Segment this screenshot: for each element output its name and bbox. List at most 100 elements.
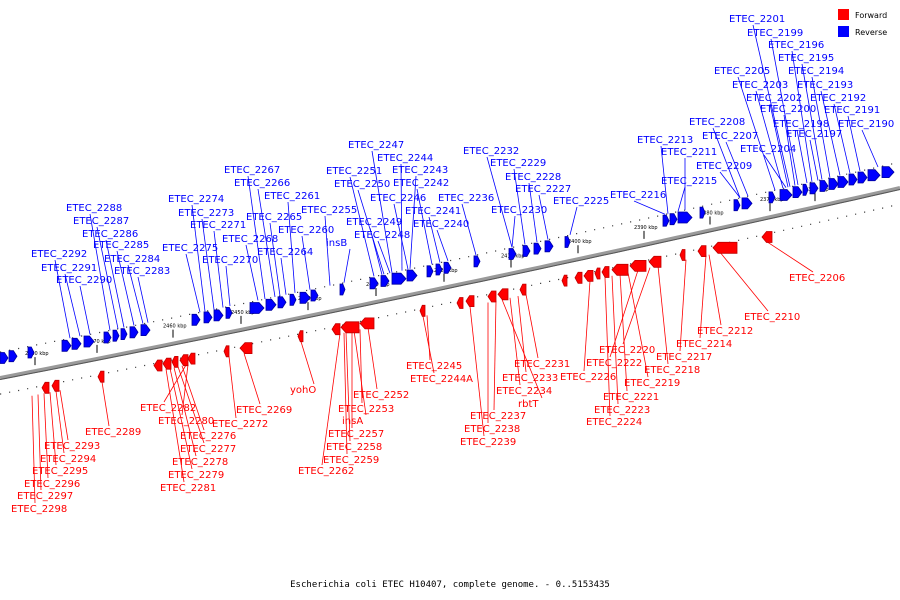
scale-tick: 2400 kbp <box>568 239 592 254</box>
backbone-line <box>0 186 900 380</box>
forward-gene-label: ETEC_2258 <box>326 442 382 453</box>
forward-gene-arrow <box>712 241 738 254</box>
forward-gene-arrow <box>153 359 163 372</box>
reverse-leader-line <box>755 90 784 189</box>
forward-leader-line <box>604 277 611 417</box>
reverse-leader-line <box>369 227 383 275</box>
reverse-gene-arrow <box>112 329 120 342</box>
reverse-gene-label: ETEC_2199 <box>747 28 803 39</box>
reverse-leader-line <box>769 103 789 188</box>
forward-leader-line <box>583 280 591 372</box>
reverse-gene-label: ETEC_2201 <box>729 14 785 25</box>
forward-gene-arrow <box>162 357 172 370</box>
forward-leader-line <box>469 306 485 437</box>
forward-leader-line <box>493 300 497 411</box>
forward-gene-label: ETEC_2245 <box>406 361 462 372</box>
reverse-leader-line <box>343 248 351 283</box>
reverse-gene-arrow <box>741 197 753 210</box>
forward-gene-label: ETEC_2295 <box>32 466 88 477</box>
reverse-gene-arrow <box>61 339 72 352</box>
forward-leader-line <box>59 390 69 441</box>
reverse-leader-line <box>847 115 861 172</box>
reverse-leader-line <box>791 50 813 182</box>
reverse-gene-label: ETEC_2287 <box>73 216 129 227</box>
reverse-gene-arrow <box>733 199 741 212</box>
backbone-shadow <box>0 189 900 380</box>
forward-gene-label: ETEC_2224 <box>586 417 642 428</box>
forward-gene-arrow <box>594 267 601 280</box>
forward-gene-label: ETEC_2226 <box>560 372 616 383</box>
reverse-gene-arrow <box>140 324 151 337</box>
reverse-gene-arrow <box>544 240 554 253</box>
reverse-gene-label: ETEC_2249 <box>346 217 402 228</box>
forward-gene-label: insA <box>342 416 363 427</box>
forward-gene-arrow <box>561 274 568 287</box>
forward-leader-line <box>501 299 543 399</box>
reverse-leader-line <box>201 218 215 310</box>
reverse-gene-arrow <box>564 236 571 248</box>
reverse-gene-label: ETEC_2227 <box>515 184 571 195</box>
forward-leader-line <box>367 327 378 390</box>
reverse-gene-arrow <box>768 191 776 204</box>
forward-gene-label: ETEC_2217 <box>656 352 712 363</box>
reverse-gene-arrow <box>677 211 693 224</box>
forward-gene-arrow <box>648 255 662 268</box>
reverse-gene-arrow <box>819 180 829 192</box>
reverse-gene-arrow <box>699 206 706 219</box>
forward-gene-label: ETEC_2252 <box>353 390 409 401</box>
reverse-leader-line <box>105 239 125 328</box>
reverse-gene-arrow <box>391 272 407 285</box>
reverse-leader-line <box>137 276 149 323</box>
reverse-gene-arrow <box>120 328 128 341</box>
reverse-gene-label: ETEC_2213 <box>637 135 693 146</box>
reverse-leader-line <box>809 139 819 181</box>
forward-gene-arrow <box>697 245 707 258</box>
reverse-gene-label: ETEC_2196 <box>768 40 824 51</box>
reverse-gene-label: ETEC_2197 <box>786 129 842 140</box>
forward-leader-line <box>609 270 639 358</box>
forward-gene-arrow <box>519 283 527 296</box>
forward-gene-label: ETEC_2298 <box>11 504 67 515</box>
reverse-leader-line <box>719 171 741 199</box>
scale-tick-label: 2460 kbp <box>163 324 187 330</box>
reverse-gene-label: ETEC_2193 <box>797 80 853 91</box>
reverse-leader-line <box>633 200 666 215</box>
forward-gene-arrow <box>456 297 464 309</box>
reverse-leader-line <box>191 204 206 312</box>
forward-gene-label: ETEC_2281 <box>160 483 216 494</box>
forward-leader-line <box>525 294 539 359</box>
reverse-gene-label: ETEC_2225 <box>553 196 609 207</box>
forward-gene-arrow <box>679 249 686 261</box>
forward-leader-line <box>719 251 769 312</box>
legend: Forward Reverse <box>838 9 887 37</box>
forward-gene-label: ETEC_2269 <box>236 405 292 416</box>
forward-gene-arrow <box>465 295 475 308</box>
scale-tick: 2450 kbp <box>231 310 255 324</box>
forward-leader-line <box>422 316 435 374</box>
reverse-gene-label: ETEC_2273 <box>178 208 234 219</box>
reverse-gene-label: ETEC_2236 <box>438 193 494 204</box>
reverse-gene-label: ETEC_2244 <box>377 153 433 164</box>
reverse-gene-arrow <box>129 326 139 339</box>
reverse-gene-arrow <box>103 331 112 344</box>
forward-gene-label: ETEC_2212 <box>697 326 753 337</box>
forward-gene-arrow <box>331 323 341 336</box>
reverse-gene-arrow <box>225 306 233 319</box>
reverse-gene-label: ETEC_2248 <box>354 230 410 241</box>
reverse-leader-line <box>393 203 409 270</box>
forward-gene-arrow <box>41 381 50 394</box>
reverse-leader-line <box>269 222 281 296</box>
forward-leader-line <box>55 390 65 454</box>
reverse-leader-line <box>116 250 135 326</box>
forward-leader-line <box>426 315 431 361</box>
forward-gene-arrow <box>583 269 594 282</box>
reverse-leader-line <box>725 141 749 197</box>
reverse-gene-label: ETEC_2190 <box>838 119 894 130</box>
reverse-gene-label: ETEC_2203 <box>732 80 788 91</box>
forward-gene-label: ETEC_2280 <box>158 416 214 427</box>
reverse-leader-line <box>225 265 231 307</box>
legend-reverse-swatch <box>838 26 849 37</box>
forward-leader-line <box>177 366 205 444</box>
forward-gene-arrow <box>497 288 509 301</box>
guide-dots-0 <box>0 161 900 353</box>
